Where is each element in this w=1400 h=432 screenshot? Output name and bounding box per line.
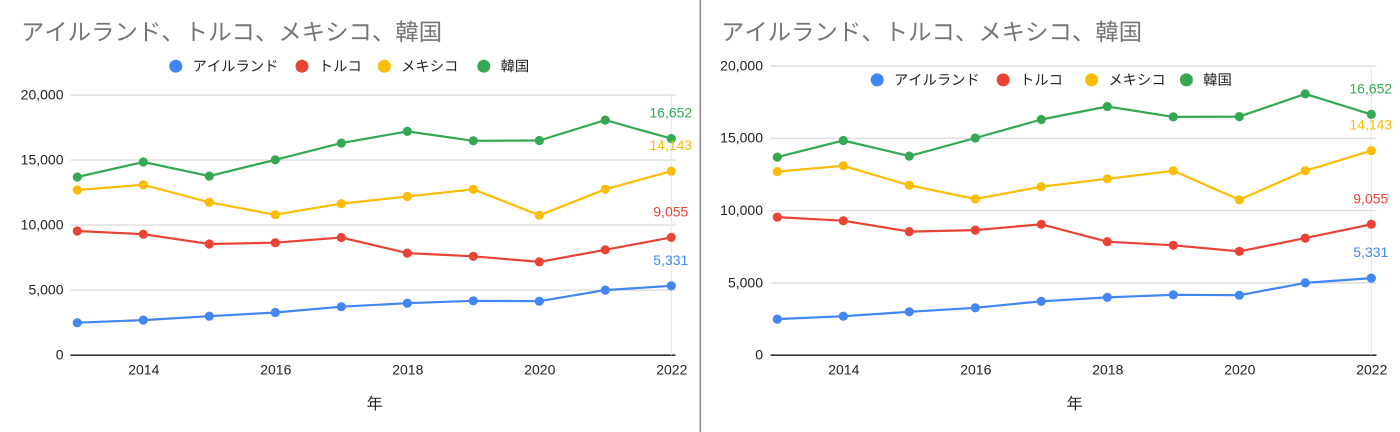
svg-text:2022: 2022 <box>656 361 687 377</box>
svg-text:10,000: 10,000 <box>720 202 763 218</box>
svg-text:16,652: 16,652 <box>649 105 692 121</box>
svg-text:0: 0 <box>56 347 64 363</box>
svg-text:5,331: 5,331 <box>1353 244 1388 260</box>
svg-text:2022: 2022 <box>1356 361 1387 377</box>
svg-text:10,000: 10,000 <box>21 217 64 233</box>
svg-text:14,143: 14,143 <box>649 137 692 153</box>
svg-text:9,055: 9,055 <box>653 203 688 219</box>
svg-text:2016: 2016 <box>260 361 291 377</box>
svg-text:2020: 2020 <box>1224 361 1255 377</box>
svg-text:20,000: 20,000 <box>720 57 763 73</box>
svg-text:14,143: 14,143 <box>1349 117 1392 133</box>
svg-text:15,000: 15,000 <box>21 151 64 167</box>
svg-text:2014: 2014 <box>128 361 159 377</box>
svg-text:5,331: 5,331 <box>653 252 688 268</box>
svg-text:2014: 2014 <box>828 361 859 377</box>
svg-text:9,055: 9,055 <box>1353 190 1388 206</box>
svg-text:0: 0 <box>755 347 763 363</box>
svg-text:5,000: 5,000 <box>728 274 763 290</box>
svg-text:2020: 2020 <box>524 361 555 377</box>
svg-text:16,652: 16,652 <box>1349 80 1392 96</box>
svg-text:2018: 2018 <box>392 361 423 377</box>
svg-text:20,000: 20,000 <box>21 86 64 102</box>
svg-text:5,000: 5,000 <box>28 282 63 298</box>
svg-text:2018: 2018 <box>1092 361 1123 377</box>
svg-text:15,000: 15,000 <box>720 130 763 146</box>
svg-text:2016: 2016 <box>960 361 991 377</box>
